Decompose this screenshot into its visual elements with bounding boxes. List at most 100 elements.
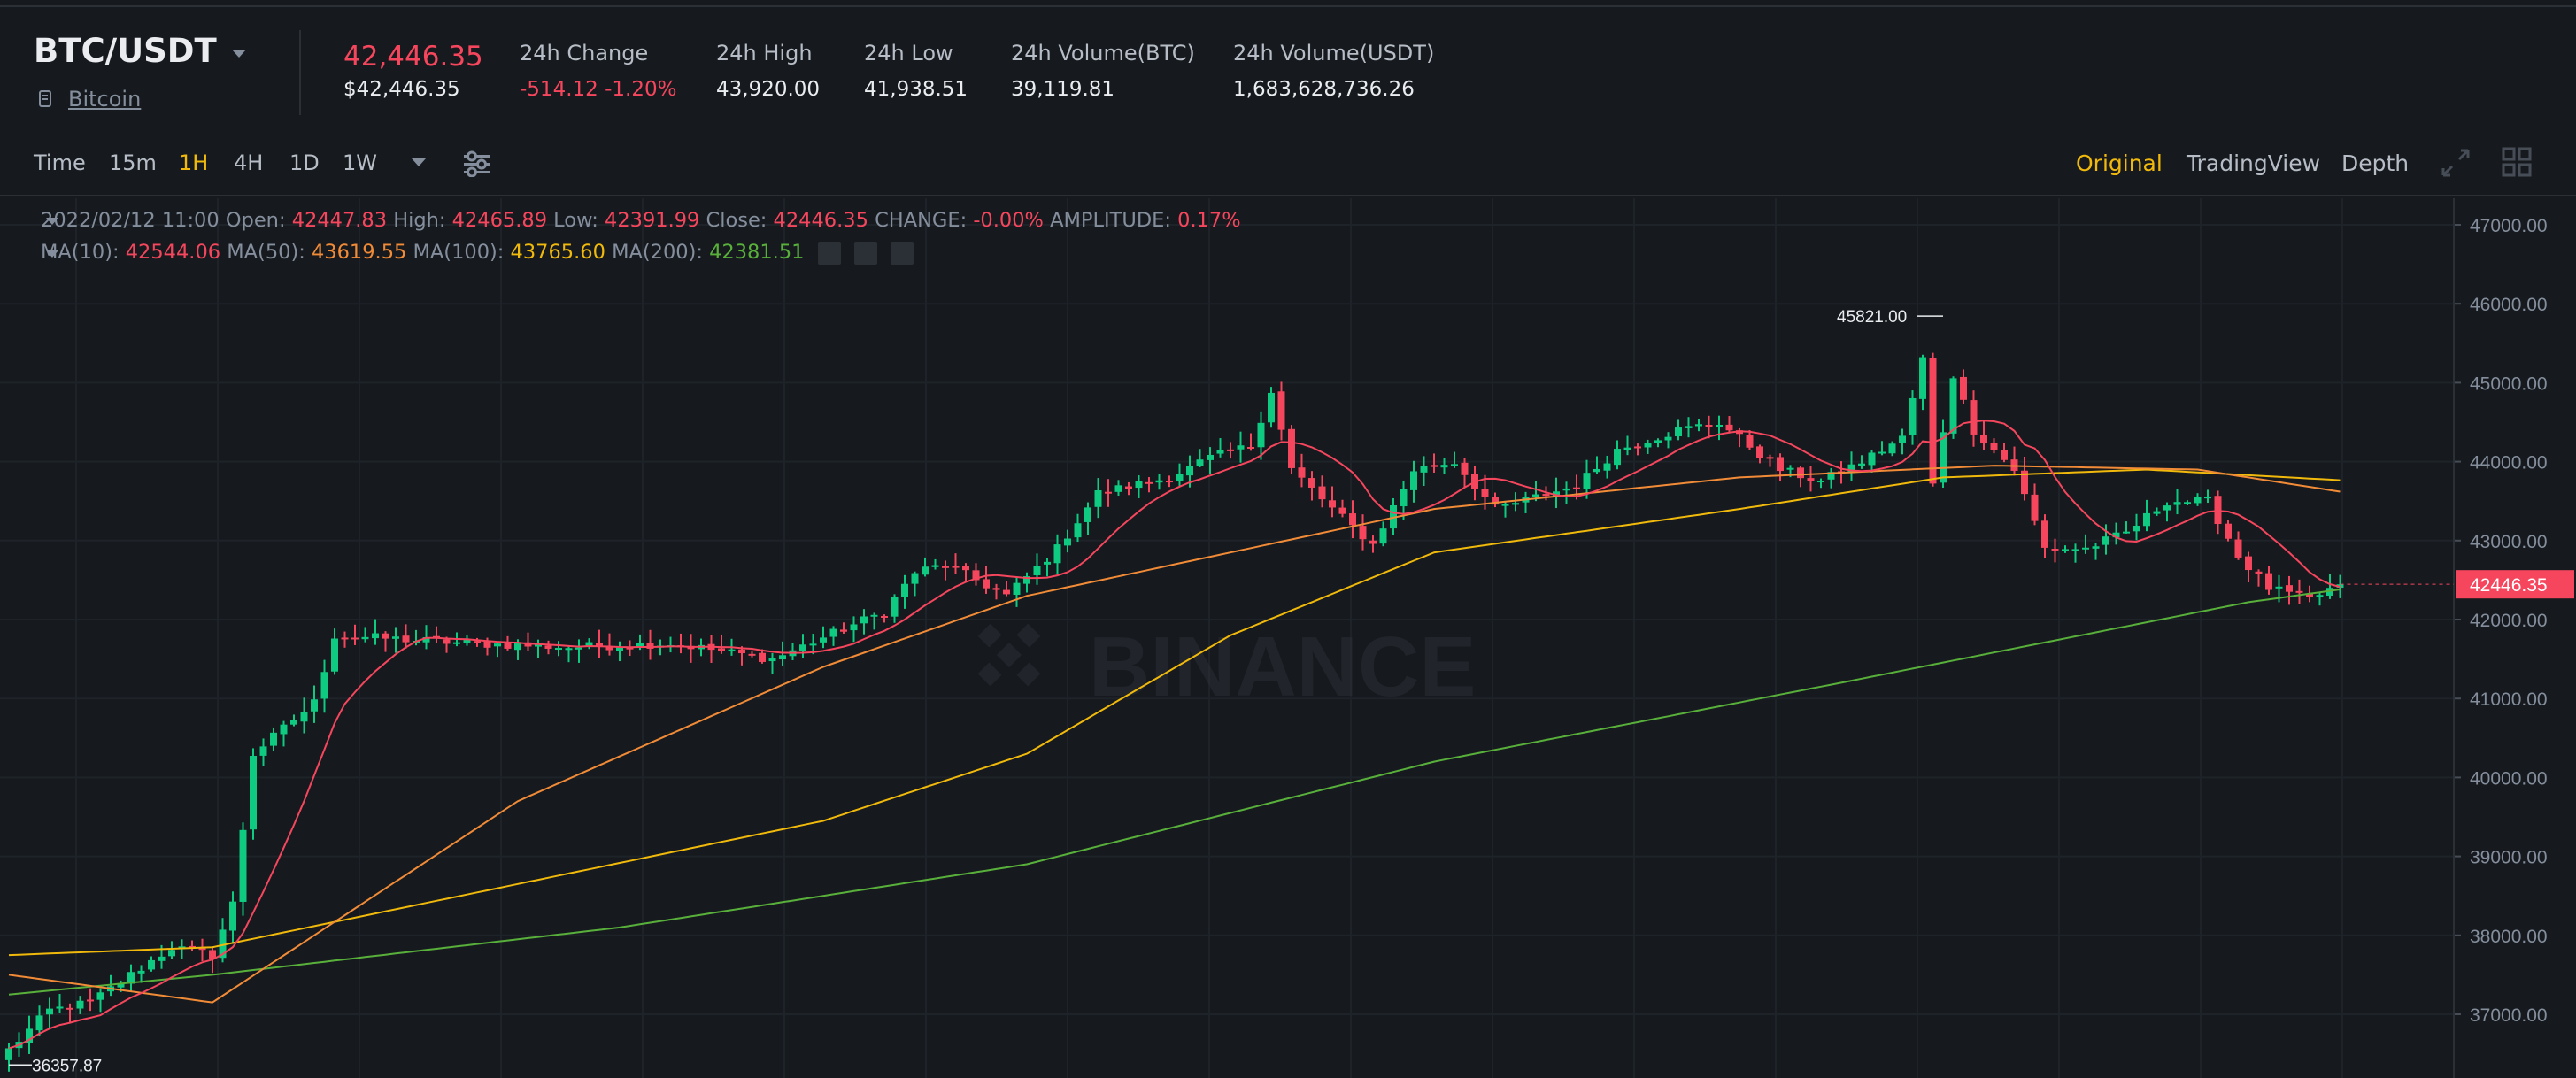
candle-down xyxy=(718,648,725,651)
candle-down xyxy=(1369,540,1377,544)
candle-down xyxy=(2041,520,2048,548)
candle-up xyxy=(2316,595,2324,597)
legend-high: 42465.89 xyxy=(451,209,548,232)
candle-up xyxy=(2326,588,2333,597)
candle-down xyxy=(942,566,949,568)
candle-up xyxy=(5,1048,12,1060)
indicator-settings-icon[interactable] xyxy=(462,150,492,177)
candle-up xyxy=(2173,502,2181,505)
candle-down xyxy=(1461,462,1469,475)
interval-1d[interactable]: 1D xyxy=(289,150,320,175)
candle-down xyxy=(1990,443,1998,450)
candle-up xyxy=(1257,422,1265,448)
chevron-down-icon[interactable] xyxy=(232,50,246,58)
candle-down xyxy=(2225,523,2232,539)
stat-label: 24h Change xyxy=(520,41,649,65)
candle-up xyxy=(148,959,155,970)
legend-open: 42447.83 xyxy=(291,209,388,232)
interval-15m[interactable]: 15m xyxy=(109,150,157,175)
candle-up xyxy=(1858,463,1865,466)
stat-label: 24h High xyxy=(716,41,813,65)
candle-up xyxy=(1847,464,1855,474)
ma200-value: 42381.51 xyxy=(709,241,805,264)
candle-up xyxy=(870,614,878,617)
y-tick-label: 39000.00 xyxy=(2470,848,2548,868)
divider xyxy=(299,30,301,115)
candle-up xyxy=(2143,512,2150,527)
candle-up xyxy=(728,649,736,651)
candle-down xyxy=(1166,481,1173,483)
stat-value: -514.12 -1.20% xyxy=(520,78,677,101)
candle-up xyxy=(2194,497,2202,504)
candle-up xyxy=(239,829,247,902)
view-tradingview[interactable]: TradingView xyxy=(2187,150,2321,176)
candle-up xyxy=(1114,485,1122,492)
chevron-down-icon[interactable] xyxy=(46,250,58,258)
interval-time[interactable]: Time xyxy=(34,150,86,175)
candle-down xyxy=(443,639,451,644)
candle-up xyxy=(1186,466,1193,476)
markers: 42446.35 45821.00 36357.87 xyxy=(9,308,2574,1075)
ohlc-legend: 2022/02/12 11:00 Open: 42447.83 High: 42… xyxy=(41,209,1241,232)
candle-up xyxy=(1899,435,1906,444)
y-tick-label: 38000.00 xyxy=(2470,927,2548,947)
legend-change-label: CHANGE: xyxy=(875,209,968,232)
candle-down xyxy=(1634,446,1641,449)
candle-down xyxy=(1929,358,1937,484)
candle-up xyxy=(585,642,593,647)
candle-up xyxy=(2153,511,2161,514)
coin-info-link[interactable]: Bitcoin xyxy=(68,87,142,112)
chevron-down-icon[interactable] xyxy=(412,158,426,166)
fullscreen-icon[interactable] xyxy=(2440,147,2472,179)
candle-down xyxy=(1725,424,1733,431)
candle-up xyxy=(535,643,542,647)
legend-amplitude-label: AMPLITUDE: xyxy=(1050,209,1171,232)
price-axis: 47000.00 46000.00 45000.00 44000.00 43000.00… xyxy=(2453,198,2548,1078)
candle-down xyxy=(881,615,888,618)
chevron-down-icon[interactable] xyxy=(46,218,58,225)
candle-up xyxy=(616,647,623,652)
legend-close-label: Close: xyxy=(706,209,767,232)
candle-up xyxy=(168,950,175,957)
y-tick-label: 44000.00 xyxy=(2470,453,2548,474)
candle-down xyxy=(1746,435,1754,448)
candle-up xyxy=(96,992,104,1000)
layout-grid-icon[interactable] xyxy=(2502,147,2532,177)
view-original[interactable]: Original xyxy=(2076,150,2163,176)
candle-down xyxy=(759,652,766,662)
legend-close: 42446.35 xyxy=(773,209,868,232)
candle-up xyxy=(290,720,297,725)
candle-up xyxy=(1532,494,1539,497)
candle-down xyxy=(2021,470,2028,495)
candle-up xyxy=(1786,467,1794,470)
gear-icon[interactable] xyxy=(853,241,877,265)
interval-4h[interactable]: 4H xyxy=(234,150,264,175)
candlestick-chart[interactable]: BINANCE 47000.00 46000.00 45000.00 44000.00… xyxy=(0,198,2576,1078)
ma50-line xyxy=(8,465,2341,1004)
interval-1w[interactable]: 1W xyxy=(343,150,377,175)
close-icon[interactable] xyxy=(890,241,914,265)
candle-up xyxy=(453,642,460,644)
eye-icon[interactable] xyxy=(817,241,841,265)
view-depth[interactable]: Depth xyxy=(2341,150,2410,176)
candle-up xyxy=(1512,503,1519,505)
candle-down xyxy=(626,647,634,650)
candle-down xyxy=(2051,548,2059,551)
candle-up xyxy=(1827,472,1835,480)
candle-down xyxy=(1318,486,1326,500)
candle-down xyxy=(962,566,969,571)
ma200-line xyxy=(8,589,2341,996)
candle-down xyxy=(351,637,359,640)
candle-up xyxy=(1044,561,1051,565)
candle-up xyxy=(280,724,288,735)
candle-up xyxy=(2133,526,2140,532)
chart-toolbar: Time 15m 1H 4H 1D 1W Original TradingVie… xyxy=(0,131,2576,196)
interval-1h[interactable]: 1H xyxy=(179,150,209,175)
candle-up xyxy=(1623,447,1631,450)
candle-up xyxy=(1023,576,1030,584)
y-tick-label: 43000.00 xyxy=(2470,532,2548,552)
candle-up xyxy=(2082,547,2089,550)
candle-down xyxy=(1338,507,1346,514)
symbol-selector[interactable]: BTC/USDT xyxy=(34,32,217,70)
candle-down xyxy=(1145,481,1153,484)
